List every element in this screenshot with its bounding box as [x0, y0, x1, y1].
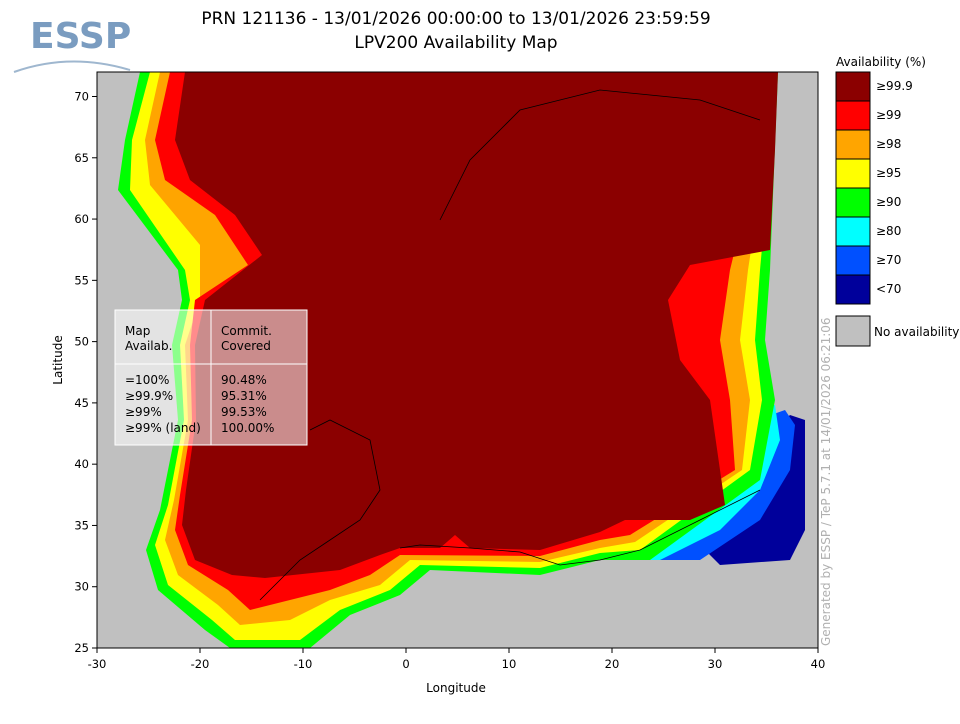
legend-label: No availability: [874, 325, 959, 339]
x-tick-label: 10: [502, 657, 517, 671]
legend-label: ≥80: [876, 224, 901, 238]
table-header: Commit. Covered: [221, 324, 272, 353]
legend-swatch: [835, 71, 871, 102]
coastline: [259, 419, 381, 601]
legend-swatch: [835, 187, 871, 218]
legend-label: <70: [876, 282, 901, 296]
legend-swatch: [835, 216, 871, 247]
legend-swatch: [835, 245, 871, 276]
y-tick-label: 55: [74, 273, 89, 287]
coastline: [399, 489, 761, 566]
table-cell: ≥99.9%: [125, 389, 173, 403]
x-tick-label: 20: [605, 657, 620, 671]
table-cell: 90.48%: [221, 373, 267, 387]
y-axis-label: Latitude: [51, 335, 65, 384]
legend-swatch: [835, 100, 871, 131]
legend-label: ≥90: [876, 195, 901, 209]
y-tick-label: 50: [74, 335, 89, 349]
legend-swatch: [835, 129, 871, 160]
legend-label: ≥95: [876, 166, 901, 180]
y-tick-label: 70: [74, 90, 89, 104]
title: PRN 121136 - 13/01/2026 00:00:00 to 13/0…: [201, 9, 710, 29]
table-cell: 100.00%: [221, 421, 274, 435]
x-tick-label: -20: [191, 657, 210, 671]
band: [175, 72, 778, 578]
y-tick-label: 30: [74, 580, 89, 594]
legend-label: ≥70: [876, 253, 901, 267]
x-tick-label: 30: [708, 657, 723, 671]
table-cell: 95.31%: [221, 389, 267, 403]
logo-arc: [13, 60, 131, 73]
x-tick-label: -30: [88, 657, 107, 671]
y-tick-label: 65: [74, 151, 89, 165]
table-cell: 99.53%: [221, 405, 267, 419]
legend-swatch: [835, 315, 871, 347]
map-area: [96, 71, 819, 649]
legend-title: Availability (%): [836, 55, 926, 69]
y-tick-label: 45: [74, 396, 89, 410]
stats-table: Map Availab. Commit. Covered =100% 90.48% ≥99.…: [114, 309, 308, 446]
coastline: [439, 89, 761, 221]
y-tick-label: 40: [74, 457, 89, 471]
logo: ESSP: [30, 16, 131, 57]
table-cell: ≥99%: [125, 405, 162, 419]
x-tick-label: 0: [402, 657, 409, 671]
table-header: Map Availab.: [125, 324, 172, 353]
legend-swatch: [835, 158, 871, 189]
plot-frame: [96, 71, 819, 649]
legend-label: ≥99: [876, 108, 901, 122]
table-cell: ≥99% (land): [125, 421, 201, 435]
x-axis-label: Longitude: [426, 681, 486, 695]
y-tick-label: 60: [74, 212, 89, 226]
subtitle: LPV200 Availability Map: [354, 33, 557, 53]
y-tick-label: 35: [74, 518, 89, 532]
x-tick-label: -10: [294, 657, 313, 671]
legend-label: ≥99.9: [876, 79, 913, 93]
legend-swatch: [835, 274, 871, 305]
legend-label: ≥98: [876, 137, 901, 151]
generation-note: Generated by ESSP / TeP 5.7.1 at 14/01/2…: [819, 317, 833, 646]
table-cell: =100%: [125, 373, 169, 387]
y-tick-label: 25: [74, 641, 89, 655]
x-tick-label: 40: [811, 657, 826, 671]
